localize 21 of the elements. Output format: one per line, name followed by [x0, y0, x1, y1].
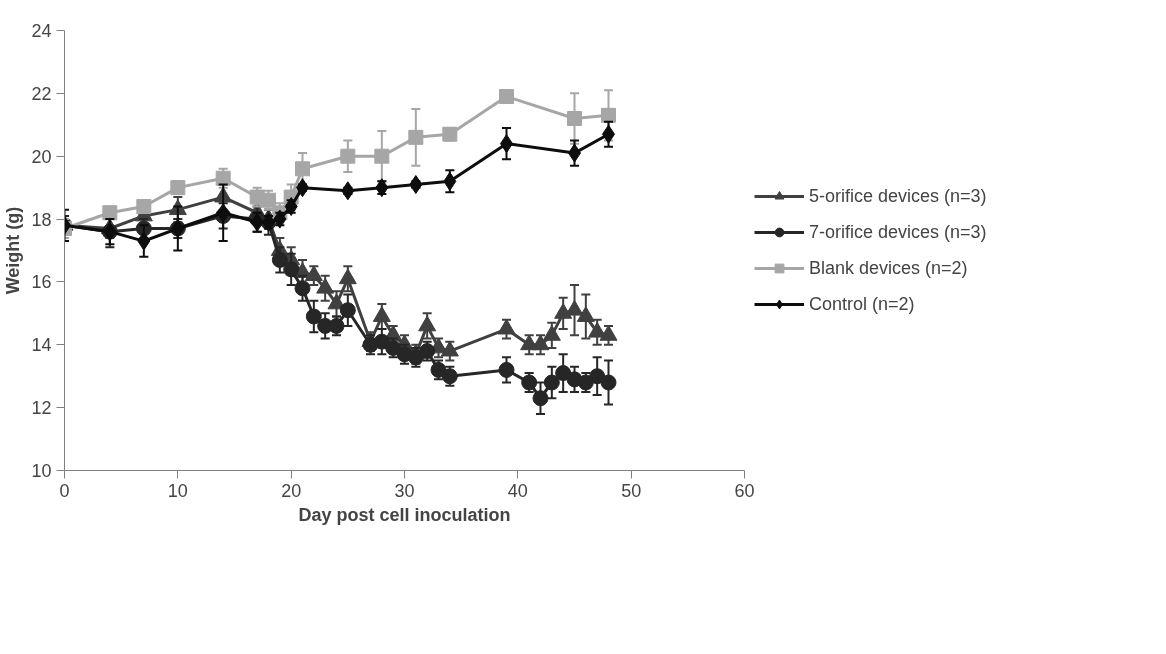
- y-tick-label: 12: [31, 398, 52, 419]
- x-tick-label: 30: [394, 480, 415, 501]
- x-tick-label: 40: [507, 480, 528, 501]
- legend-label: Control (n=2): [809, 293, 915, 315]
- y-tick-label: 14: [31, 335, 52, 356]
- x-tick-label: 10: [167, 480, 188, 501]
- x-tick-label: 60: [734, 480, 755, 501]
- legend-label: 7-orifice devices (n=3): [809, 221, 987, 243]
- y-tick-label: 16: [31, 272, 52, 293]
- x-tick-label: 20: [281, 480, 302, 501]
- legend-label: Blank devices (n=2): [809, 257, 968, 279]
- y-tick-label: 10: [31, 461, 52, 481]
- y-axis-title: Weight (g): [3, 206, 24, 295]
- legend-label: 5-orifice devices (n=3): [809, 185, 987, 207]
- x-axis-title: Day post cell inoculation: [298, 504, 511, 525]
- y-tick-label: 18: [31, 209, 52, 230]
- y-tick-label: 22: [31, 83, 52, 104]
- x-tick-label: 0: [59, 480, 70, 501]
- y-tick-label: 24: [31, 21, 52, 41]
- y-tick-label: 20: [31, 146, 52, 167]
- x-tick-label: 50: [621, 480, 642, 501]
